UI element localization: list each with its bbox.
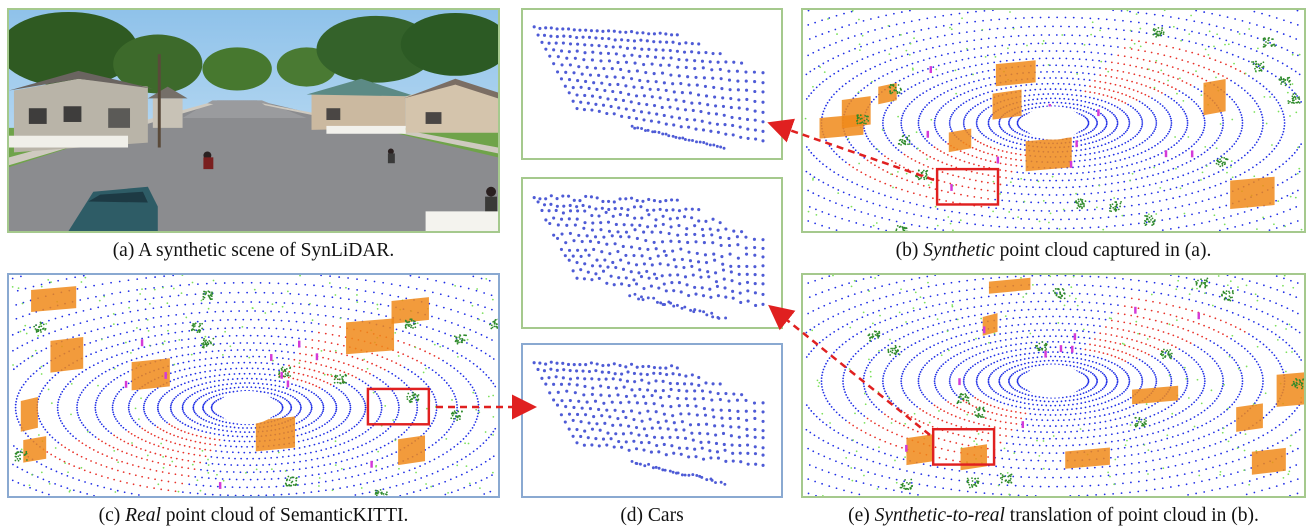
synthetic-point-cloud xyxy=(801,8,1306,233)
point-cloud-scene xyxy=(11,275,498,496)
real-car-points xyxy=(521,343,783,498)
caption-b: (b) Synthetic point cloud captured in (a… xyxy=(895,240,1212,261)
translated-car-points xyxy=(521,177,783,329)
translated-point-cloud xyxy=(801,273,1306,498)
caption-a: (a) A synthetic scene of SynLiDAR. xyxy=(112,240,395,261)
car-points xyxy=(532,194,765,320)
synthetic-scene-image xyxy=(7,8,500,233)
car-points xyxy=(532,25,765,150)
synthetic-car-points xyxy=(521,8,783,160)
point-cloud-scene xyxy=(805,275,1304,496)
car-points xyxy=(532,360,765,486)
caption-d: (d) Cars xyxy=(620,505,684,526)
caption-e: (e) Synthetic-to-real translation of poi… xyxy=(848,505,1259,526)
real-point-cloud xyxy=(7,273,500,498)
caption-c: (c) Real point cloud of SemanticKITTI. xyxy=(98,505,409,526)
point-cloud-scene xyxy=(804,10,1303,231)
